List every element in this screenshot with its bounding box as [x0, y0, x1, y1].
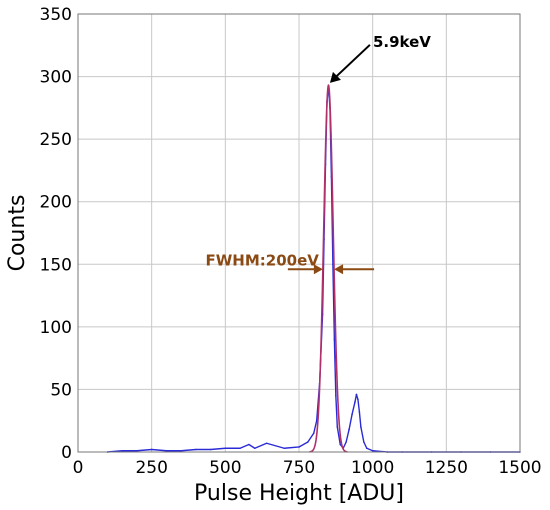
data-point — [283, 447, 286, 450]
annotations: 5.9keV FWHM:200eV — [205, 33, 431, 275]
y-tick-label: 350 — [40, 5, 72, 25]
data-point — [371, 449, 374, 452]
peak-energy-label: 5.9keV — [373, 33, 431, 51]
data-point — [339, 443, 342, 446]
y-axis-title: Counts — [5, 195, 30, 272]
y-tick-label: 100 — [40, 318, 72, 338]
data-point — [298, 446, 300, 448]
x-tick-label: 500 — [209, 458, 241, 478]
data-point — [333, 338, 336, 341]
data-point — [336, 426, 339, 428]
data-point — [335, 394, 337, 397]
x-tick-label: 0 — [73, 458, 84, 478]
data-point — [358, 411, 361, 413]
data-point — [265, 442, 268, 445]
data-point — [136, 449, 138, 452]
peak-arrow-head — [329, 71, 341, 83]
data-point — [248, 443, 250, 446]
y-tick-label: 200 — [40, 193, 72, 213]
y-tick-label: 0 — [61, 443, 72, 463]
data-point — [312, 432, 315, 435]
x-tick-label: 250 — [135, 458, 167, 478]
data-point — [357, 398, 359, 401]
data-point — [239, 447, 241, 450]
fwhm-left-arrow-head — [313, 264, 323, 275]
y-tick-label: 250 — [40, 130, 72, 150]
data-point — [315, 419, 318, 422]
data-point — [365, 447, 368, 450]
x-tick-labels: 0 250 500 750 1000 1250 1500 — [73, 458, 542, 478]
fit-layer — [309, 84, 348, 453]
data-point — [355, 393, 358, 396]
x-tick-label: 1000 — [351, 458, 394, 478]
y-tick-label: 300 — [40, 68, 72, 88]
data-point — [165, 449, 168, 452]
x-tick-label: 750 — [283, 458, 315, 478]
data-point — [354, 401, 356, 403]
y-tick-label: 150 — [40, 255, 72, 275]
data-point — [150, 448, 153, 451]
gaussian-fit-line — [309, 84, 348, 453]
fwhm-label: FWHM:200eV — [205, 251, 319, 269]
grid — [77, 13, 521, 453]
x-axis-title: Pulse Height [ADU] — [194, 481, 404, 506]
data-point — [254, 447, 256, 450]
data-point — [307, 441, 309, 443]
data-point — [360, 426, 362, 428]
fwhm-right-arrow-head — [334, 264, 344, 275]
data-point — [224, 447, 227, 450]
data-point — [121, 449, 123, 452]
data-point — [195, 448, 197, 451]
data-point — [209, 448, 212, 451]
y-tick-label: 50 — [50, 380, 72, 400]
data-point — [351, 413, 353, 416]
plot-area-frame — [77, 13, 521, 453]
data-point — [363, 441, 365, 443]
data-point — [348, 428, 350, 431]
x-tick-label: 1250 — [425, 458, 468, 478]
x-tick-label: 1500 — [498, 458, 541, 478]
peak-arrow — [335, 44, 371, 78]
data-point — [345, 441, 347, 443]
data-point — [180, 449, 182, 452]
y-tick-labels: 0 50 100 150 200 250 300 350 — [40, 5, 72, 463]
